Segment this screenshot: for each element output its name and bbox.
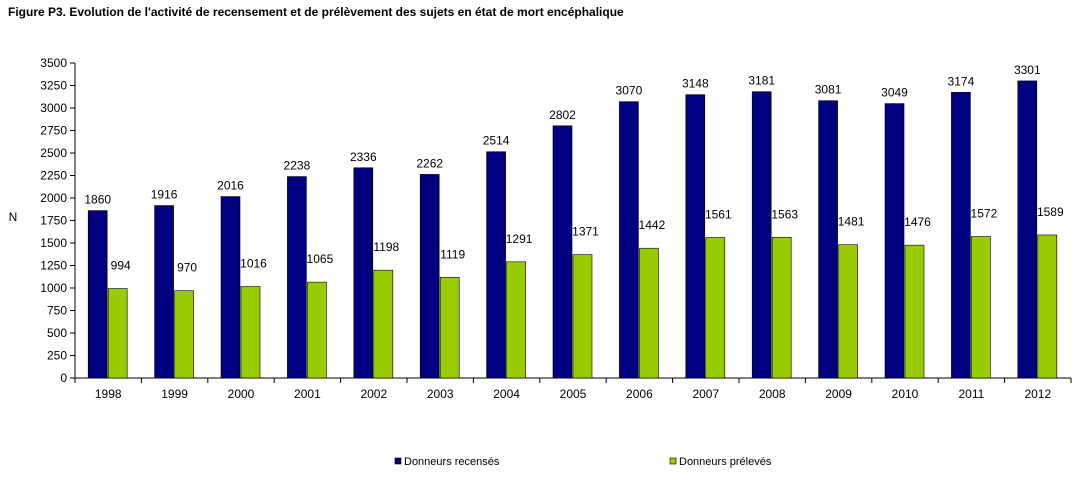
bar-recenses — [287, 176, 307, 379]
data-label-preleves: 1481 — [838, 215, 865, 229]
bar-preleves — [639, 247, 659, 379]
data-label-preleves: 1442 — [639, 218, 666, 232]
data-label-recenses: 3174 — [948, 74, 975, 88]
bar-preleves — [904, 244, 925, 379]
x-tick-label: 1998 — [95, 387, 122, 401]
bar-preleves — [439, 276, 460, 379]
data-label-preleves: 1016 — [240, 257, 267, 271]
x-tick-label: 2000 — [228, 387, 255, 401]
bar-recenses — [685, 94, 706, 379]
bar-recenses — [220, 196, 241, 379]
x-tick-label: 2008 — [759, 387, 786, 401]
bar-preleves — [174, 290, 194, 379]
data-label-recenses: 2016 — [217, 179, 244, 193]
data-label-preleves: 1589 — [1037, 205, 1064, 219]
y-tick-label: 3250 — [40, 79, 67, 93]
x-tick-label: 2005 — [560, 387, 587, 401]
data-label-recenses: 2336 — [350, 150, 377, 164]
y-tick-label: 2500 — [40, 146, 67, 160]
legend-item-preleves-swatch — [669, 457, 677, 465]
data-label-recenses: 2262 — [416, 156, 443, 170]
legend-item-preleves-label: Donneurs prélevés — [679, 456, 772, 468]
x-tick-label: 2002 — [360, 387, 387, 401]
y-tick-label: 3500 — [40, 56, 67, 70]
bar-recenses — [818, 100, 838, 379]
y-tick-label: 1750 — [40, 214, 67, 228]
bar-recenses — [619, 101, 639, 379]
bar-preleves — [107, 288, 128, 379]
data-label-preleves: 1065 — [307, 252, 334, 266]
x-tick-label: 2001 — [294, 387, 321, 401]
data-label-preleves: 1572 — [971, 207, 998, 221]
x-tick-label: 2010 — [892, 387, 919, 401]
bar-recenses — [1017, 80, 1038, 379]
bar-recenses — [951, 92, 971, 379]
bar-recenses — [353, 167, 374, 379]
bar-recenses — [87, 210, 108, 379]
data-label-preleves: 1198 — [373, 240, 399, 254]
data-label-recenses: 3181 — [748, 74, 775, 88]
x-tick-label: 2011 — [958, 387, 984, 401]
legend-item-recenses-label: Donneurs recensés — [404, 456, 500, 468]
figure-title: Figure P3. Evolution de l'activité de re… — [8, 5, 624, 19]
bar-preleves — [838, 244, 858, 379]
data-label-recenses: 2238 — [284, 159, 311, 173]
bar-recenses — [154, 205, 174, 379]
data-label-preleves: 1561 — [705, 208, 732, 222]
data-label-preleves: 1563 — [771, 207, 798, 221]
y-tick-label: 2750 — [40, 124, 67, 138]
bar-recenses — [751, 91, 772, 379]
y-tick-label: 750 — [47, 304, 67, 318]
x-tick-label: 2007 — [692, 387, 719, 401]
bar-preleves — [971, 236, 991, 379]
data-label-recenses: 3081 — [815, 83, 842, 97]
bar-preleves — [240, 286, 261, 379]
y-tick-label: 0 — [60, 371, 67, 385]
data-label-preleves: 1476 — [904, 215, 931, 229]
data-label-preleves: 970 — [177, 261, 197, 275]
y-axis-label: N — [9, 210, 18, 224]
x-tick-label: 2012 — [1024, 387, 1051, 401]
data-label-recenses: 3301 — [1014, 63, 1041, 77]
bar-preleves — [572, 254, 593, 379]
data-label-preleves: 994 — [111, 259, 131, 273]
data-label-recenses: 3070 — [616, 84, 643, 98]
y-tick-label: 250 — [47, 349, 67, 363]
bar-preleves — [506, 261, 526, 379]
data-label-preleves: 1119 — [440, 247, 465, 261]
bar-recenses — [419, 174, 440, 379]
x-tick-label: 2006 — [626, 387, 653, 401]
y-tick-label: 2000 — [40, 191, 67, 205]
data-label-recenses: 1916 — [151, 188, 178, 202]
data-label-recenses: 2514 — [483, 134, 510, 148]
bar-preleves — [771, 237, 792, 379]
bar-recenses — [552, 125, 573, 379]
bar-recenses — [884, 103, 905, 379]
data-label-preleves: 1371 — [572, 225, 599, 239]
bar-preleves — [1037, 234, 1058, 379]
data-label-recenses: 1860 — [84, 193, 111, 207]
data-label-recenses: 3148 — [682, 77, 709, 91]
y-tick-label: 2250 — [40, 169, 67, 183]
bar-recenses — [486, 151, 506, 379]
bar-preleves — [705, 237, 726, 379]
x-tick-label: 2009 — [825, 387, 852, 401]
data-label-recenses: 3049 — [881, 86, 908, 100]
bar-preleves — [307, 281, 327, 379]
y-tick-label: 1250 — [40, 259, 67, 273]
x-tick-label: 2004 — [493, 387, 520, 401]
data-label-preleves: 1291 — [506, 232, 533, 246]
x-tick-label: 1999 — [161, 387, 188, 401]
data-label-recenses: 2802 — [549, 108, 576, 122]
y-tick-label: 3000 — [40, 101, 67, 115]
legend-item-recenses-swatch — [394, 457, 402, 465]
y-tick-label: 1000 — [40, 281, 67, 295]
y-tick-label: 1500 — [40, 236, 67, 250]
x-tick-label: 2003 — [427, 387, 454, 401]
y-tick-label: 500 — [47, 326, 67, 340]
bar-preleves — [373, 269, 394, 379]
